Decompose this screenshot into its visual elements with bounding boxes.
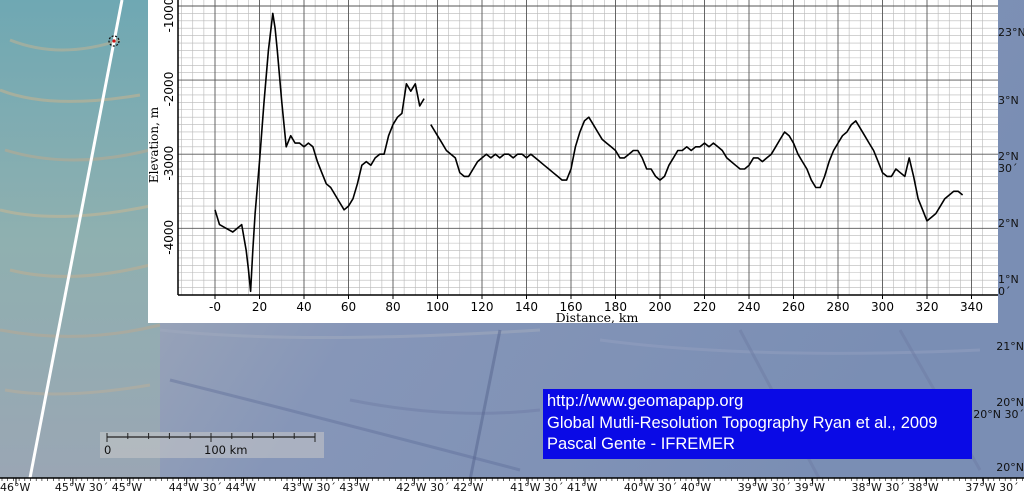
x-tick-label: 60 [341,300,356,314]
x-tick-label: 20 [252,300,267,314]
track-start-marker[interactable] [108,35,120,47]
x-tick-label: 280 [827,300,850,314]
track-start-dot [112,39,116,43]
chart-minor-grid [178,0,998,296]
credit-source: Global Mutli-Resolution Topography Ryan … [547,413,938,432]
longitude-label: 40°W 30´ [623,481,678,494]
x-tick-label: 220 [693,300,716,314]
x-tick-label: 320 [916,300,939,314]
longitude-label: 45°W [111,481,143,494]
longitude-label: 43°W [339,481,370,494]
terrain-texture [0,38,982,481]
elevation-profile-chart[interactable]: -0 20 40 60 80 100 120 140 160 180 200 220 240 260 280… [148,0,998,323]
y-tick-label: -3000 [162,146,176,181]
x-tick-label: 80 [385,300,400,314]
right-edge-label: 0´ [998,285,1011,298]
longitude-label: 41°W [567,481,598,494]
x-tick-label: 300 [871,300,894,314]
latitude-label: 20°N [996,396,1024,409]
y-tick-label: -4000 [162,220,176,255]
longitude-label: 39°W [794,481,825,494]
y-tick-label: -1000 [162,0,176,32]
longitude-label: 42°W 30´ [396,481,450,494]
map-topography-left [0,0,160,480]
latitude-label: 20°N [996,461,1024,474]
scale-bar-zero: 0 [104,443,112,457]
right-edge-label: 30´ [998,162,1018,175]
credit-url[interactable]: http://www.geomapapp.org [547,392,744,410]
x-axis-label: Distance, km [556,310,639,323]
latitude-label: 20°N 30´ [973,408,1024,421]
profile-series-2 [430,116,964,222]
x-tick-label: 100 [426,300,449,314]
y-tick-label: -2000 [162,72,176,107]
longitude-label: 44°W 30´ [168,481,223,494]
longitude-label: 43°W 30´ [282,481,336,494]
longitude-label: 41°W 30´ [510,481,564,494]
longitude-label: 44°W [225,481,256,494]
x-tick-label: 200 [649,300,672,314]
longitude-label: 37°W 30´ [965,481,1019,494]
x-tick-label: 240 [738,300,761,314]
longitude-label: 46°W [0,481,31,494]
right-edge-label: 2°N [998,150,1019,163]
right-edge-label: 2°N [998,217,1019,230]
scale-bar: 0 100 km [100,432,324,458]
right-edge-label: 1°N [998,273,1019,286]
chart-series [214,12,964,293]
x-tick-label: 340 [960,300,983,314]
x-tick-label: 160 [560,300,583,314]
x-tick-label: -0 [209,300,221,314]
longitude-ticks [1,478,1023,484]
longitude-label: 40°W [680,481,712,494]
x-tick-label: 180 [604,300,627,314]
longitude-label: 38°W 30´ [851,481,905,494]
ship-track-line [28,0,124,479]
x-tick-label: 140 [515,300,538,314]
x-axis-ticks: -0 20 40 60 80 100 120 140 160 180 200 220 240 260 280… [209,295,983,314]
scale-bar-distance: 100 km [204,443,248,457]
x-tick-label: 40 [296,300,311,314]
profile-series-1 [214,12,425,293]
right-edge-label: 23°N [998,26,1024,39]
longitude-label: 38°W [908,481,939,494]
longitude-label: 39°W 30´ [737,481,792,494]
latitude-label: 21°N [996,340,1024,353]
longitude-label: 42°W [453,481,484,494]
scale-bar-ruler [106,433,316,442]
credit-box: http://www.geomapapp.org Global Mutli-Re… [543,389,972,459]
x-tick-label: 120 [471,300,494,314]
y-axis-label: Elevation, m [148,106,161,183]
y-axis-ticks: -1000 -2000 -3000 -4000 [162,0,176,255]
longitude-axis-strip [0,478,1024,494]
longitude-label: 45°W 30´ [54,481,109,494]
x-tick-label: 260 [782,300,805,314]
credit-author: Pascal Gente - IFREMER [547,435,735,453]
right-edge-label: 3°N [998,94,1019,107]
